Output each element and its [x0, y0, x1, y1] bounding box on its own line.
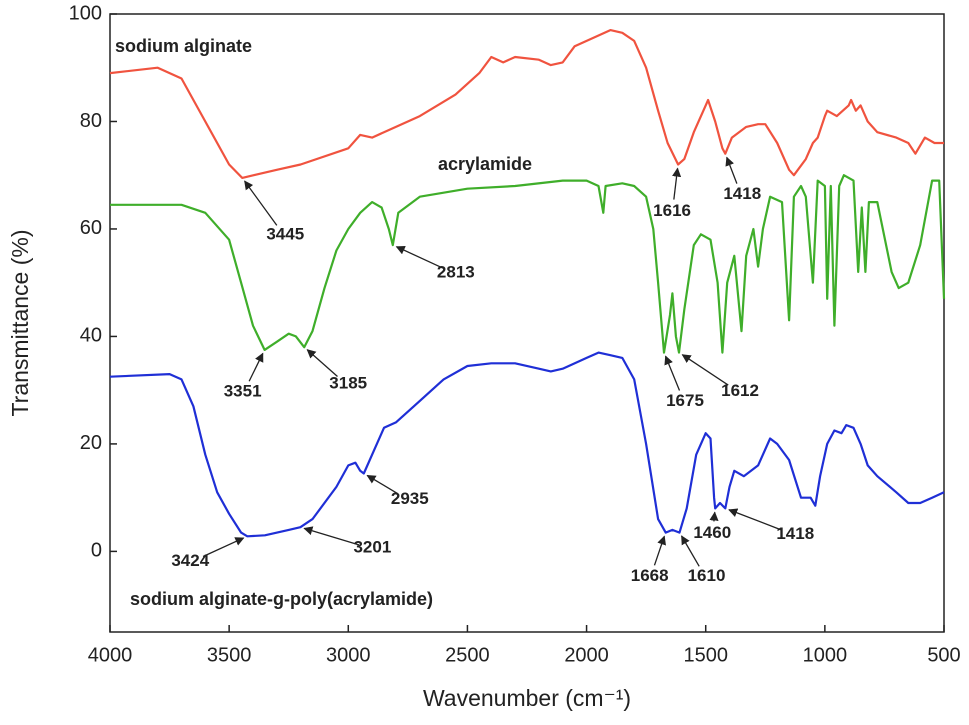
y-tick-label: 100: [69, 2, 102, 24]
annotation-label: 3351: [224, 381, 262, 400]
annotation-arrow: [306, 349, 338, 377]
annotation-arrow: [672, 167, 682, 200]
annotation-arrow: [202, 537, 245, 558]
annotation-arrow: [248, 352, 264, 382]
x-tick-label: 1500: [683, 644, 728, 666]
y-axis-title: Transmittance (%): [7, 229, 33, 416]
annotation-label: 1612: [721, 381, 759, 400]
annotation-arrow: [664, 355, 681, 391]
y-tick-label: 80: [80, 110, 102, 132]
series-label: sodium alginate: [115, 36, 252, 56]
annotation-label: 2935: [391, 489, 429, 508]
spectrum-line: [109, 29, 944, 179]
annotation-arrow: [244, 180, 278, 226]
x-tick-label: 3500: [207, 644, 252, 666]
annotation-arrow: [303, 526, 360, 546]
series-label: acrylamide: [438, 154, 532, 174]
annotation-label: 1418: [776, 524, 814, 543]
spectrum-line: [110, 174, 946, 354]
annotation-arrow: [728, 508, 783, 531]
y-tick-label: 0: [91, 540, 102, 562]
x-tick-label: 4000: [88, 644, 133, 666]
annotation-arrow: [709, 511, 719, 522]
spectrum-line: [109, 351, 945, 538]
y-tick-label: 60: [80, 217, 102, 239]
x-tick-label: 2000: [564, 644, 609, 666]
annotation-label: 2813: [437, 263, 475, 282]
annotation-arrow: [653, 535, 666, 566]
y-tick-label: 40: [80, 325, 102, 347]
x-tick-label: 500: [927, 644, 960, 666]
annotation-arrow: [725, 156, 738, 184]
x-tick-label: 1000: [803, 644, 848, 666]
annotation-label: 3201: [353, 538, 391, 557]
annotation-label: 1460: [693, 523, 731, 542]
annotation-label: 1675: [666, 391, 704, 410]
annotation-label: 3185: [329, 374, 367, 393]
annotation-label: 1616: [653, 201, 691, 220]
annotation-label: 1610: [688, 566, 726, 585]
x-axis-title: Wavenumber (cm⁻¹): [423, 685, 631, 711]
annotation-label: 1418: [723, 184, 761, 203]
annotation-arrow: [681, 354, 729, 386]
plot-frame: [109, 13, 945, 633]
x-tick-label: 2500: [445, 644, 490, 666]
annotation-arrow: [395, 246, 444, 269]
annotation-label: 3445: [266, 224, 304, 243]
annotation-arrow: [366, 474, 398, 495]
series-label: sodium alginate-g-poly(acrylamide): [130, 589, 433, 609]
y-tick-label: 20: [80, 432, 102, 454]
x-tick-label: 3000: [326, 644, 371, 666]
annotation-label: 1668: [631, 566, 669, 585]
annotation-label: 3424: [171, 551, 209, 570]
annotation-arrow: [681, 535, 700, 567]
